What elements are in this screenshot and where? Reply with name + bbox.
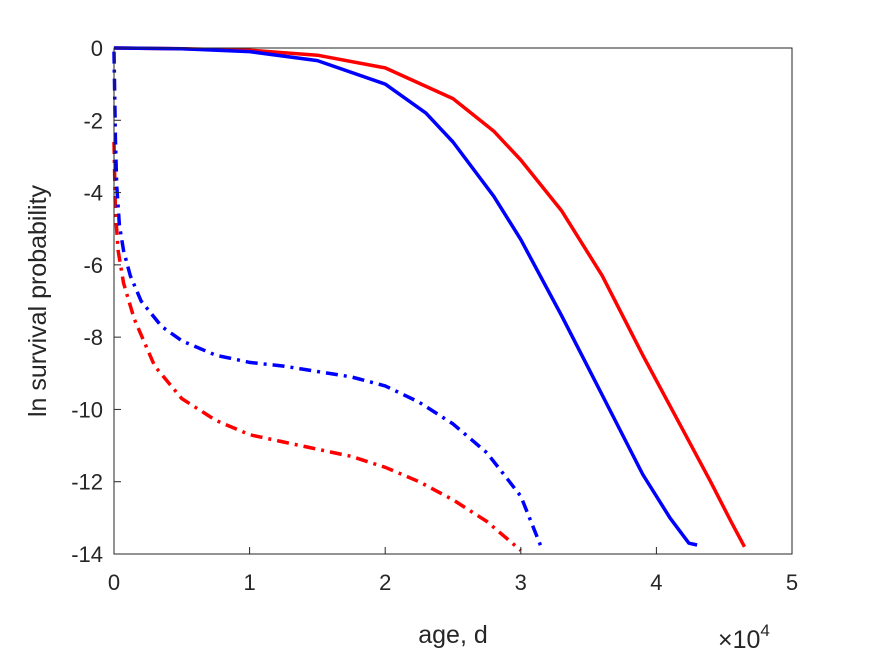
y-tick-label: -6 xyxy=(83,253,103,278)
x-tick-label: 5 xyxy=(786,570,798,595)
x-tick-label: 1 xyxy=(243,570,255,595)
y-axis-label: ln survival probability xyxy=(24,184,52,417)
series-line-2 xyxy=(113,46,698,547)
x-tick-label: 0 xyxy=(108,570,120,595)
y-tick-label: -2 xyxy=(83,108,103,133)
y-tick-label: -12 xyxy=(71,470,103,495)
x-tick-label: 2 xyxy=(379,570,391,595)
x-axis-exponent-base: ×10 xyxy=(718,626,760,654)
y-tick-label: -14 xyxy=(71,542,103,567)
series-layer xyxy=(112,46,747,552)
x-axis-exponent-power: 4 xyxy=(760,621,769,640)
x-ticks: 0 1 2 3 4 5 xyxy=(108,547,798,595)
y-tick-label: 0 xyxy=(91,36,103,61)
x-tick-label: 4 xyxy=(650,570,662,595)
y-tick-label: -8 xyxy=(83,325,103,350)
y-ticks: 0 -2 -4 -6 -8 -10 -12 -14 xyxy=(71,36,121,567)
plot-frame xyxy=(113,47,793,555)
x-tick-label: 3 xyxy=(515,570,527,595)
x-axis-label: age, d xyxy=(418,621,488,649)
x-axis-exponent: ×104 xyxy=(718,621,770,654)
y-tick-label: -10 xyxy=(71,397,103,422)
y-tick-label: -4 xyxy=(83,181,103,206)
series-line-1 xyxy=(113,46,747,548)
plot-area xyxy=(114,48,792,554)
